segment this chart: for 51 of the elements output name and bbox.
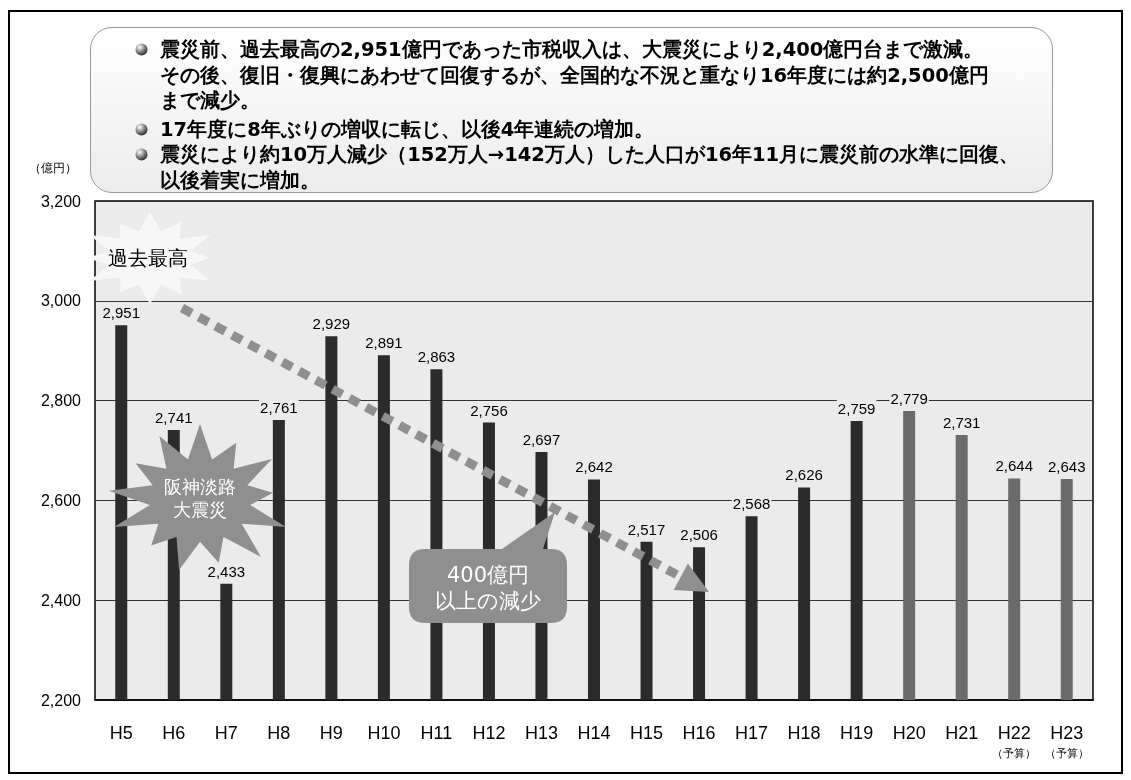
data-label: 2,761: [260, 399, 298, 417]
x-tick-label: H12: [472, 723, 506, 743]
text: 17年度に8年ぶりの増収に転じ、以後4年連続の増加。: [160, 117, 655, 143]
x-tick-label: H9: [319, 723, 343, 743]
data-label: 2,517: [627, 520, 666, 538]
y-tick-label: 2,600: [40, 491, 82, 509]
data-label: 2,626: [785, 466, 823, 484]
data-label: 2,741: [155, 409, 193, 427]
text: 震災により約10万人減少（152万人→142万人）した人口が16年11月に震災前の水準に回復、以後着実に増加。: [160, 142, 1020, 193]
data-label: 2,951: [102, 304, 141, 322]
x-tick-label: H21: [945, 723, 979, 743]
x-tick-label: H7: [214, 723, 238, 743]
data-label: 2,759: [837, 400, 876, 418]
y-tick-label: 3,200: [40, 192, 82, 210]
x-tick-label: H22 （予算）: [992, 723, 1037, 759]
x-tick-label: H19: [840, 723, 874, 743]
x-tick-label: H8: [267, 723, 291, 743]
x-tick-label: H20: [892, 723, 926, 743]
annotation: 阪神淡路大震災: [164, 476, 236, 520]
data-label: 2,642: [575, 458, 613, 476]
y-tick-label: 2,800: [40, 392, 82, 410]
x-tick-label: H6: [162, 723, 186, 743]
y-axis-title: （億円）: [29, 161, 77, 175]
data-label: 2,779: [890, 390, 928, 408]
y-tick-label: 2,200: [40, 691, 82, 709]
data-label: 2,644: [995, 457, 1033, 475]
text: 震災前、過去最高の2,951億円であった市税収入は、大震災により2,400億円台まで激減。その後、復旧・復興にあわせて回復するが、全国的な不況と重なり16年度には約2,500億円まで減少。: [160, 37, 989, 114]
x-tick-label: H11: [420, 723, 453, 743]
data-label: 2,433: [207, 562, 246, 580]
data-label: 2,697: [522, 431, 561, 448]
x-tick-label: H13: [524, 723, 558, 743]
annotation: 400億円以上の減少: [435, 563, 541, 613]
x-tick-label: H17: [735, 723, 769, 743]
annotation: 過去最高: [108, 246, 188, 270]
data-label: 2,863: [417, 348, 456, 366]
x-tick-label: H10: [367, 723, 401, 743]
data-label: 2,929: [312, 315, 351, 333]
data-label: 2,731: [942, 414, 981, 432]
data-label: 2,643: [1047, 457, 1086, 475]
x-tick-label: H5: [109, 723, 133, 743]
x-tick-label: H15: [630, 723, 664, 743]
x-tick-label: H14: [577, 723, 611, 743]
x-tick-label: H18: [787, 723, 821, 743]
data-label: 2,506: [680, 526, 718, 544]
data-label: 2,891: [365, 334, 403, 352]
y-tick-label: 3,000: [40, 292, 82, 310]
y-tick-label: 2,400: [40, 591, 82, 609]
x-tick-label: H16: [682, 723, 716, 743]
data-label: 2,568: [732, 495, 771, 513]
x-tick-label: H23 （予算）: [1044, 723, 1089, 759]
data-label: 2,756: [470, 401, 508, 419]
